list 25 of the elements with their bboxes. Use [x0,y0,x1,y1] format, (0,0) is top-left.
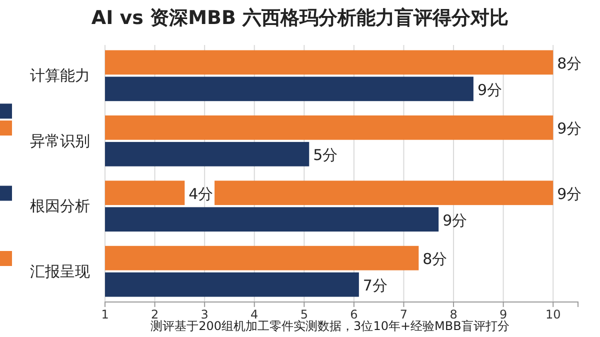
x-tick-label: 10 [545,308,561,322]
annotation: 9分 [557,184,582,203]
y-tick-label: 根因分析 [30,197,90,216]
annotation: 5分 [313,146,338,164]
text: 测评基于200组机加工零件实测数据，3位10年+经验MBB盲评打分 [150,319,510,333]
x-tick-label: 3 [200,308,208,322]
x-tick-label: 2 [150,308,159,322]
annotation: 8分 [557,54,582,72]
x-tick-label: 6 [350,308,358,322]
y-tick-label: 汇报呈现 [30,262,90,280]
x-tick-label: 8 [450,308,458,322]
annotation: 8分 [422,250,448,268]
x-tick-label: 9 [499,308,508,322]
x-tick-label: 5 [300,308,308,322]
y-tick-label: 异常识别 [30,132,90,150]
x-tick-label: 7 [400,308,408,322]
annotation: 4分 [188,184,214,203]
annotation: 9分 [477,80,502,99]
annotation: 9分 [442,211,468,230]
y-tick-label: 计算能力 [30,66,90,85]
x-tick-label: 1 [101,308,109,322]
annotation: 9分 [557,120,582,138]
chart-title: AI vs 资深MBB 六西格玛分析能力盲评得分对比 [91,7,509,29]
x-tick-label: 4 [250,308,258,322]
annotation: 7分 [362,276,388,295]
